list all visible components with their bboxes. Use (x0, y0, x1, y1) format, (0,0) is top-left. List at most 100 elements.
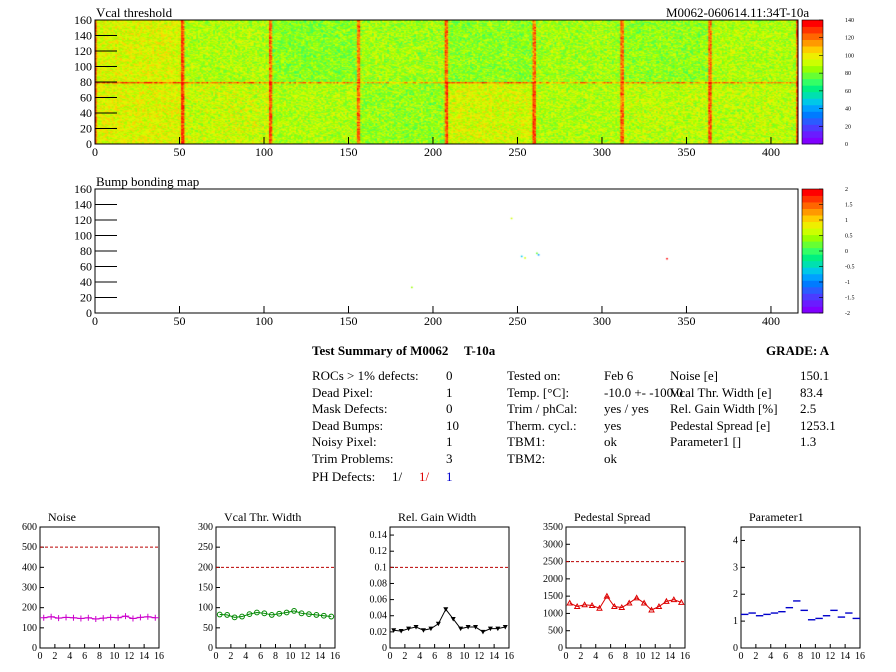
vcal-point (239, 613, 245, 620)
bump-y-tick-label: 80 (80, 244, 92, 258)
param-x-tick-label: 2 (753, 651, 758, 662)
noise-point (121, 613, 130, 620)
pedestal-point (610, 602, 618, 610)
bump-palette-tick-label: -1.5 (845, 296, 855, 302)
vcal-x-tick-label: 150 (339, 145, 357, 159)
pedestal-y-tick-label: 1000 (543, 608, 563, 619)
summary-left-value: 1 (446, 384, 453, 400)
summary-middle-label: Trim / phCal: (507, 401, 578, 417)
ph-defects-label: PH Defects: (312, 469, 376, 484)
vcal-y-tick-label: 140 (74, 29, 92, 43)
bump-palette-segment (802, 267, 823, 275)
vcal-palette-segment (802, 91, 823, 99)
bump-y-tick-label: 40 (80, 275, 92, 289)
bump-palette-segment (802, 273, 823, 281)
pedestal-point (640, 599, 648, 606)
pedestal-x-tick-label: 6 (608, 651, 613, 662)
vcal-point (328, 613, 335, 620)
vcal-point (268, 612, 275, 618)
vcal-plot-title: Vcal Thr. Width (224, 510, 301, 524)
param-plot-frame (740, 526, 861, 649)
vcal-x-tick-label: 8 (273, 651, 278, 662)
gain-y-tick-label: 0.04 (370, 611, 388, 622)
pedestal-point (663, 597, 670, 604)
vcal-x-tick-label: 4 (243, 651, 248, 662)
noise-point (62, 614, 70, 621)
ph-defects-value-2: 1/ (419, 469, 430, 484)
pedestal-point (655, 602, 663, 610)
summary-left-label: Mask Defects: (312, 401, 388, 417)
noise-y-tick-label: 0 (32, 643, 37, 654)
summary-middle-label: Tested on: (507, 368, 561, 383)
pedestal-y-tick-label: 1500 (543, 591, 563, 602)
pedestal-x-tick-label: 8 (623, 651, 628, 662)
pedestal-plot: Pedestal Spread 0 500 1000 1500 2000 2500 3000 3… (543, 510, 690, 662)
gain-point (487, 626, 493, 632)
noise-point (69, 614, 78, 621)
pedestal-point (566, 599, 574, 606)
gain-x-tick-label: 16 (504, 651, 514, 662)
bump-palette-tick-label: 1.5 (845, 203, 853, 209)
bump-palette-segment (802, 228, 823, 236)
vcal-y-tick-label: 80 (80, 75, 92, 89)
gain-point (443, 607, 449, 612)
param-x-tick-label: 4 (768, 651, 773, 662)
bump-x-tick-label: 400 (762, 314, 780, 328)
bump-x-tick-label: 350 (677, 314, 695, 328)
bump-palette-tick-label: 1 (845, 218, 848, 224)
vcal-x-tick-label: 350 (677, 145, 695, 159)
pedestal-x-tick-label: 12 (650, 651, 660, 662)
vcal-x-tick-label: 2 (228, 651, 233, 662)
gain-point (480, 629, 486, 635)
summary-right-label: Rel. Gain Width [%] (670, 401, 778, 417)
param-x-tick-label: 12 (825, 651, 835, 662)
vcal-palette-segment (802, 85, 823, 93)
vcal-y-tick-label: 0 (86, 137, 92, 151)
noise-x-tick-label: 16 (154, 651, 164, 662)
bump-x-tick-label: 100 (255, 314, 273, 328)
noise-point (129, 615, 137, 622)
summary-middle-label: Therm. cycl.: (507, 417, 577, 433)
vcal-y-tick-label: 200 (198, 562, 213, 573)
gain-series-line (393, 608, 506, 633)
gain-y-tick-label: 0.08 (370, 578, 388, 589)
summary-middle-value: yes (604, 417, 622, 433)
bump-x-tick-label: 250 (508, 314, 526, 328)
vcal-y-tick-label: 20 (80, 122, 92, 136)
summary-right-value: 83.4 (800, 384, 823, 400)
vcal-palette-segment (802, 124, 823, 132)
vcal-x-tick-label: 250 (508, 145, 526, 159)
pedestal-point (573, 602, 581, 610)
pedestal-y-tick-label: 3500 (543, 522, 563, 533)
vcal-palette-segment (802, 39, 823, 47)
vcal-x-tick-label: 100 (255, 145, 273, 159)
param-y-tick-label: 1 (733, 616, 738, 627)
pedestal-y-tick-label: 0 (558, 643, 563, 654)
gain-point (465, 625, 471, 630)
noise-y-tick-label: 100 (22, 623, 37, 634)
bump-palette-segment (802, 299, 823, 307)
gain-point (406, 626, 412, 632)
bump-palette-tick-label: 0.5 (845, 234, 853, 240)
noise-x-tick-label: 4 (67, 651, 72, 662)
vcal-y-tick-label: 100 (198, 603, 213, 614)
noise-x-tick-label: 12 (124, 651, 134, 662)
bump-bonding-frame: 0 50 100 150 200 250 300 350 4000204060801001201… (74, 182, 855, 328)
summary-middle-value: ok (604, 451, 617, 466)
vcal-palette-tick-label: 20 (845, 124, 851, 130)
summary-middle-label: Temp. [°C]: (507, 384, 570, 400)
vcal-palette-tick-label: 0 (845, 142, 848, 148)
bump-palette-segment (802, 202, 823, 209)
vcal-x-tick-label: 50 (173, 145, 185, 159)
pedestal-y-tick-label: 3000 (543, 539, 563, 550)
summary-test: T-10a (464, 343, 496, 358)
vcal-palette-tick-label: 60 (845, 89, 851, 95)
vcal-y-tick-label: 300 (198, 522, 213, 533)
vcal-threshold-frame: 0 50 100 150 200 250 300 350 4000204060801001201… (74, 13, 854, 159)
pedestal-point (625, 599, 633, 606)
pedestal-point (648, 606, 655, 613)
summary-right-label: Vcal Thr. Width [e] (670, 384, 772, 400)
gain-y-tick-label: 0.06 (370, 595, 388, 606)
